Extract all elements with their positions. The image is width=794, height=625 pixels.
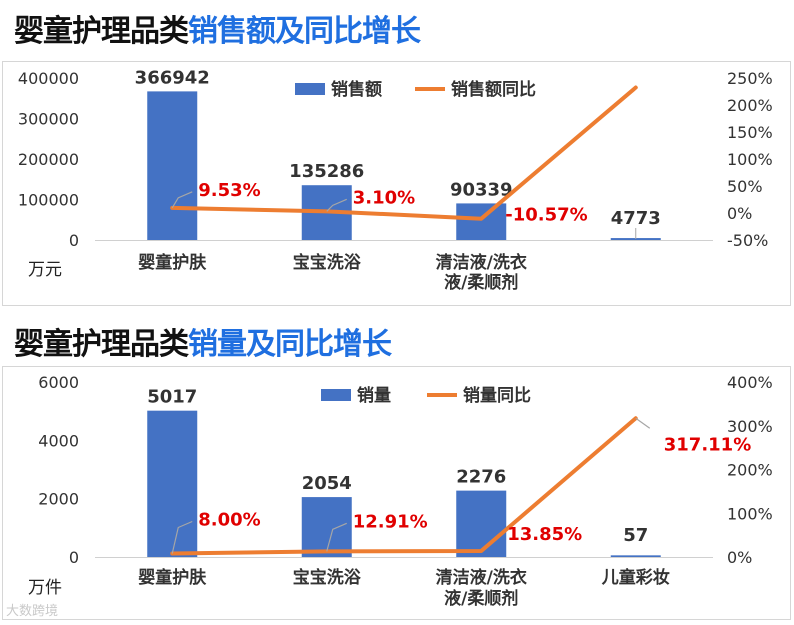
bar-value-label: 4773 <box>611 208 661 229</box>
y-right-tick-label: 100% <box>727 504 773 523</box>
y-right-tick-label: 100% <box>727 150 773 169</box>
chart-panel-volume: 0 2000 4000 6000 0% 100% 200% 300% 400% 5017 2054 2… <box>2 366 791 620</box>
leader-line <box>171 191 193 209</box>
bar <box>147 91 198 240</box>
y-left-tick-label: 2000 <box>38 490 79 509</box>
category-label: 液/柔顺剂 <box>444 272 518 293</box>
y-unit-label: 万件 <box>28 578 62 598</box>
y-unit-label: 万元 <box>28 260 62 280</box>
y-right-tick-label: 150% <box>727 123 773 142</box>
category-label: 儿童彩妆 <box>601 567 670 588</box>
y-right-tick-label: 250% <box>727 69 773 88</box>
chart-title-volume: 婴童护理品类销量及同比增长 <box>14 319 392 363</box>
category-label: 液/柔顺剂 <box>444 588 518 609</box>
y-right-tick-label: 400% <box>727 373 773 392</box>
legend-line-label: 销量同比 <box>463 385 531 406</box>
y-right-tick-label: 300% <box>727 417 773 436</box>
legend-bar-label: 销售额 <box>331 79 382 100</box>
leader-line <box>635 417 651 429</box>
y-right-tick-label: 200% <box>727 96 773 115</box>
percent-label: 317.11% <box>664 434 752 455</box>
legend-bar-swatch <box>295 83 325 95</box>
category-label: 清洁液/洗衣 <box>436 252 527 273</box>
leader-line <box>326 522 347 552</box>
y-left-tick-label: 6000 <box>38 373 79 392</box>
y-left-tick-label: 200000 <box>18 150 79 169</box>
percent-label: 9.53% <box>198 180 260 201</box>
percent-label: 3.10% <box>353 187 415 208</box>
bar <box>301 497 352 557</box>
chart-panel-sales: 0 100000 200000 300000 400000 -50% 0% 50% 100% 15… <box>2 0 791 306</box>
y-right-tick-label: -50% <box>727 231 768 250</box>
y-left-tick-label: 4000 <box>38 431 79 450</box>
category-label: 清洁液/洗衣 <box>436 567 527 588</box>
category-label: 宝宝洗浴 <box>293 567 362 588</box>
chart-title-prefix: 婴童护理品类 <box>14 14 189 49</box>
volume-chart: 0 2000 4000 6000 0% 100% 200% 300% 400% 5017 2054 2… <box>28 373 773 609</box>
legend-line-label: 销售额同比 <box>451 79 536 100</box>
y-left-tick-label: 0 <box>69 231 79 250</box>
bar-value-label: 57 <box>623 525 648 546</box>
y-left-tick-label: 0 <box>69 548 79 567</box>
percent-label: 8.00% <box>198 510 260 531</box>
bar <box>610 238 661 240</box>
percent-label: 13.85% <box>507 524 582 545</box>
y-right-tick-label: 0% <box>727 548 752 567</box>
bar-value-label: 2054 <box>302 473 352 494</box>
category-label: 婴童护肤 <box>138 567 207 588</box>
chart-title-highlight: 销量及同比增长 <box>188 327 392 362</box>
bar <box>456 490 507 557</box>
category-label: 婴童护肤 <box>138 252 207 273</box>
bar-value-label: 135286 <box>289 161 364 182</box>
y-left-tick-label: 100000 <box>18 191 79 210</box>
bar-value-label: 366942 <box>135 67 210 88</box>
chart-title-prefix: 婴童护理品类 <box>14 327 189 362</box>
bar-value-label: 90339 <box>450 179 513 200</box>
line-series <box>170 85 638 221</box>
bar-value-label: 5017 <box>147 387 197 408</box>
y-right-tick-label: 50% <box>727 177 763 196</box>
percent-label: 12.91% <box>353 511 428 532</box>
bar <box>456 203 507 240</box>
category-label: 宝宝洗浴 <box>293 252 362 273</box>
chart-title-highlight: 销售额及同比增长 <box>188 14 421 49</box>
legend-bar-swatch <box>321 389 351 401</box>
line-series <box>170 416 638 556</box>
percent-label: -10.57% <box>505 205 587 226</box>
y-left-tick-label: 400000 <box>18 69 79 88</box>
bar <box>610 555 661 557</box>
y-right-tick-label: 0% <box>727 204 752 223</box>
watermark-text: 大数跨境 <box>6 604 59 619</box>
leader-line <box>171 520 193 554</box>
leader-line <box>326 198 347 212</box>
bar <box>147 410 198 557</box>
sales-chart: 0 100000 200000 300000 400000 -50% 0% 50% 100% 15… <box>18 0 773 293</box>
y-right-tick-label: 200% <box>727 461 773 480</box>
y-left-tick-label: 300000 <box>18 110 79 129</box>
legend-bar-label: 销量 <box>357 385 391 406</box>
chart-title-sales: 婴童护理品类销售额及同比增长 <box>14 6 421 50</box>
bar-value-label: 2276 <box>456 467 506 488</box>
